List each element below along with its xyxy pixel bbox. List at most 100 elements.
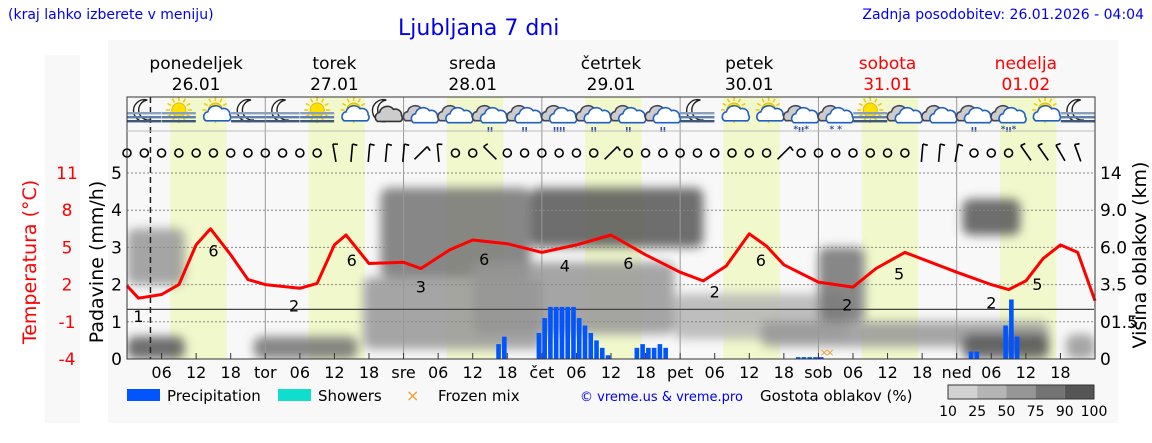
fog-line [300,112,335,115]
fog-line [231,116,265,119]
x-tick-label: 06 [981,363,1001,382]
x-tick-label: 12 [324,363,344,382]
sun-ray [324,102,329,107]
x-tick-label: pet [667,363,693,382]
barb-tick [789,146,794,152]
sun-ray [320,98,325,103]
precip-bar [565,306,571,359]
sun-ray [309,98,314,103]
barb-tick [1055,142,1061,146]
cloudy-icon [402,104,440,124]
precip-bar [646,347,651,359]
precip-symbol: ıı [487,125,493,135]
cloud [341,105,370,122]
calm-wind-icon [312,148,322,158]
moon-fog-icon [127,98,162,123]
fog-line [231,120,265,123]
sun-ray [361,102,366,107]
sleet-icon: *ıı* [990,104,1027,135]
sun-ray [222,102,228,107]
cloud [721,105,751,122]
precip-tick-label: 5 [111,164,122,184]
wind-barb-icon [604,146,621,160]
barb-shaft [1037,145,1049,161]
fog-line [680,120,715,123]
cloud-height-tick-label: 9.0 [1100,201,1127,221]
cloud-legend-title: Gostota oblakov (%) [760,387,913,405]
x-tick-label: 18 [635,363,655,382]
fog-line [231,112,265,115]
sun-fog-icon [161,97,196,123]
precip-bar [571,306,576,359]
calm-wind-icon [295,148,305,158]
fog-line [127,112,162,115]
rain-icon: ıı [506,104,543,135]
frozen-mark: × [825,346,834,359]
barb-tick [922,143,928,147]
cloud-legend-swatch [1064,385,1094,399]
x-tick-label: 12 [601,363,621,382]
sun-ray [877,102,882,107]
fog-line [161,120,196,123]
sun-ray [737,98,742,103]
sun-ray [775,102,781,107]
precip-bar [553,306,559,359]
cloud-height-tick-label: 0 [1100,350,1111,370]
precip-tick-label: 1 [111,313,122,333]
cloud-area [472,262,675,335]
moon-fog-icon [680,98,715,123]
copyright-link[interactable]: © vreme.us & vreme.pro [580,390,743,405]
wind-barb-icon [384,143,393,163]
precip-bar [559,306,565,359]
legend-showers-label: Showers [318,387,382,405]
precip-symbol: ıı [521,125,527,135]
cloud-area [530,187,704,248]
calm-wind-icon [260,148,271,158]
barb-shaft [367,143,371,163]
wind-barb-icon [776,146,794,160]
fog-line [265,116,300,119]
page-title: Ljubljana 7 dni [398,16,560,41]
precip-bar [576,318,582,359]
fog-line [853,120,888,123]
x-tick-label: 18 [1050,363,1070,382]
day-date: 27.01 [310,75,359,95]
calm-wind-icon [502,148,513,158]
fog-line [161,116,196,119]
temperature-label: 6 [623,254,633,273]
barb-tick [1074,142,1080,146]
cloud-area [127,228,185,285]
cloud-legend-frame [947,384,1095,400]
day-date: 01.02 [1002,75,1051,95]
barb-shaft [776,146,791,160]
x-tick-label: 18 [774,363,794,382]
barb-shaft [937,143,942,163]
calm-wind-icon [174,148,184,158]
calm-wind-icon [813,148,824,158]
calm-wind-icon [450,148,461,158]
precip-symbol: ıı [971,125,977,135]
barb-tick [616,146,621,152]
cloud-area [1066,334,1095,359]
precip-bar [651,347,657,359]
precip-bar [663,347,668,359]
barb-shaft [1073,144,1082,162]
precip-bar [1009,299,1014,359]
barb-shaft [954,143,960,163]
sun-ray [772,98,776,103]
calm-wind-icon [969,148,979,158]
sun-ray [342,102,347,107]
x-tick-label: 12 [186,363,206,382]
temperature-label: 6 [347,251,357,270]
x-tick-label: 06 [843,363,863,382]
wind-barb-icon [401,143,410,163]
sun-fog-icon [300,97,335,123]
sun-ray [1033,102,1038,107]
sun-cloud-icon [202,97,232,123]
sun-ray [219,98,223,103]
sun-ray [874,98,878,103]
legend-frozen-label: Frozen mix [438,387,520,405]
cloud [374,105,404,123]
wind-barb-icon [1020,142,1032,161]
temperature-label: 3 [416,277,426,296]
